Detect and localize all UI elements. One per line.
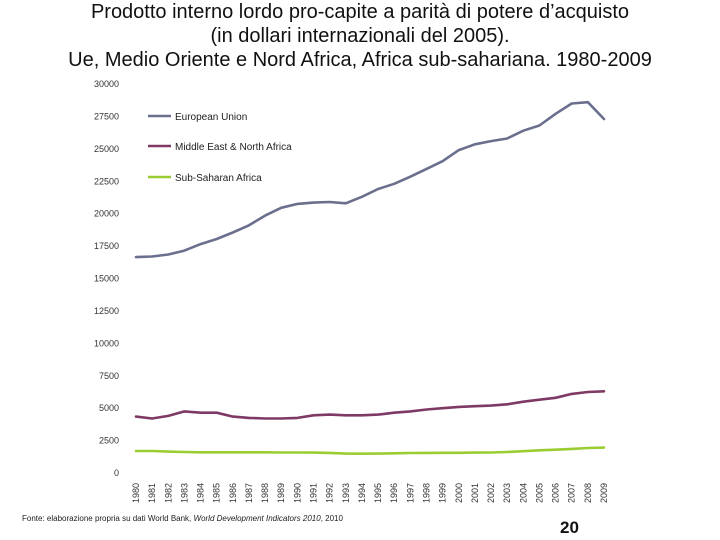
x-tick-label: 1982	[163, 483, 173, 503]
x-tick-label: 1992	[325, 483, 335, 503]
title-line-2: (in dollari internazionali del 2005).	[210, 25, 510, 47]
x-tick-label: 1999	[438, 483, 448, 503]
y-tick-label: 2500	[99, 436, 119, 446]
y-tick-label: 0	[114, 468, 119, 478]
x-tick-label: 1991	[309, 483, 319, 503]
footnote-source: World Development Indicators 2010	[193, 514, 321, 523]
footnote-prefix: Fonte: elaborazione propria su dati Worl…	[22, 514, 194, 523]
y-tick-label: 5000	[99, 403, 119, 413]
legend-entry: Sub-Saharan Africa	[175, 173, 262, 184]
x-tick-label: 1981	[147, 483, 157, 503]
source-footnote: Fonte: elaborazione propria su dati Worl…	[22, 514, 343, 523]
x-tick-label: 1986	[228, 483, 238, 503]
y-tick-label: 7500	[99, 371, 119, 381]
x-tick-label: 2000	[454, 483, 464, 503]
y-tick-label: 17500	[94, 241, 119, 251]
title-line-1: Prodotto interno lordo pro-capite a pari…	[90, 1, 630, 23]
y-tick-label: 20000	[94, 209, 119, 219]
y-tick-label: 30000	[94, 79, 119, 89]
legend-entry: Middle East & North Africa	[175, 142, 292, 153]
x-tick-label: 1990	[292, 483, 302, 503]
x-tick-label: 2008	[583, 483, 593, 503]
x-tick-label: 1993	[341, 483, 351, 503]
footnote-suffix: , 2010	[320, 514, 343, 523]
y-tick-label: 12500	[94, 306, 119, 316]
y-tick-label: 25000	[94, 144, 119, 154]
x-tick-label: 2003	[502, 483, 512, 503]
x-tick-label: 2001	[470, 483, 480, 503]
y-tick-label: 22500	[94, 176, 119, 186]
x-tick-label: 1987	[244, 483, 254, 503]
x-tick-label: 1994	[357, 483, 367, 503]
x-tick-label: 2004	[518, 483, 528, 503]
legend-entry: European Union	[175, 112, 247, 123]
x-tick-label: 1985	[212, 483, 222, 503]
x-tick-label: 1988	[260, 483, 270, 503]
x-tick-label: 2005	[534, 483, 544, 503]
x-tick-label: 2006	[551, 483, 561, 503]
series-line	[134, 446, 606, 456]
x-tick-label: 1984	[196, 483, 206, 503]
x-tick-label: 1995	[373, 483, 383, 503]
x-tick-label: 1997	[405, 483, 415, 503]
x-tick-label: 2002	[486, 483, 496, 503]
y-tick-label: 27500	[94, 111, 119, 121]
x-tick-label: 1996	[389, 483, 399, 503]
page-number: 20	[560, 518, 579, 537]
x-tick-label: 1983	[179, 483, 189, 503]
y-tick-label: 15000	[94, 274, 119, 284]
slide-title: Prodotto interno lordo pro-capite a pari…	[0, 0, 720, 72]
x-tick-label: 1989	[276, 483, 286, 503]
title-line-3: Ue, Medio Oriente e Nord Africa, Africa …	[68, 49, 652, 71]
x-tick-label: 2007	[567, 483, 577, 503]
series-line	[134, 389, 606, 420]
y-tick-label: 10000	[94, 338, 119, 348]
x-tick-label: 1998	[421, 483, 431, 503]
x-tick-label: 2009	[599, 483, 609, 503]
series-line	[134, 100, 606, 259]
x-tick-label: 1980	[131, 483, 141, 503]
